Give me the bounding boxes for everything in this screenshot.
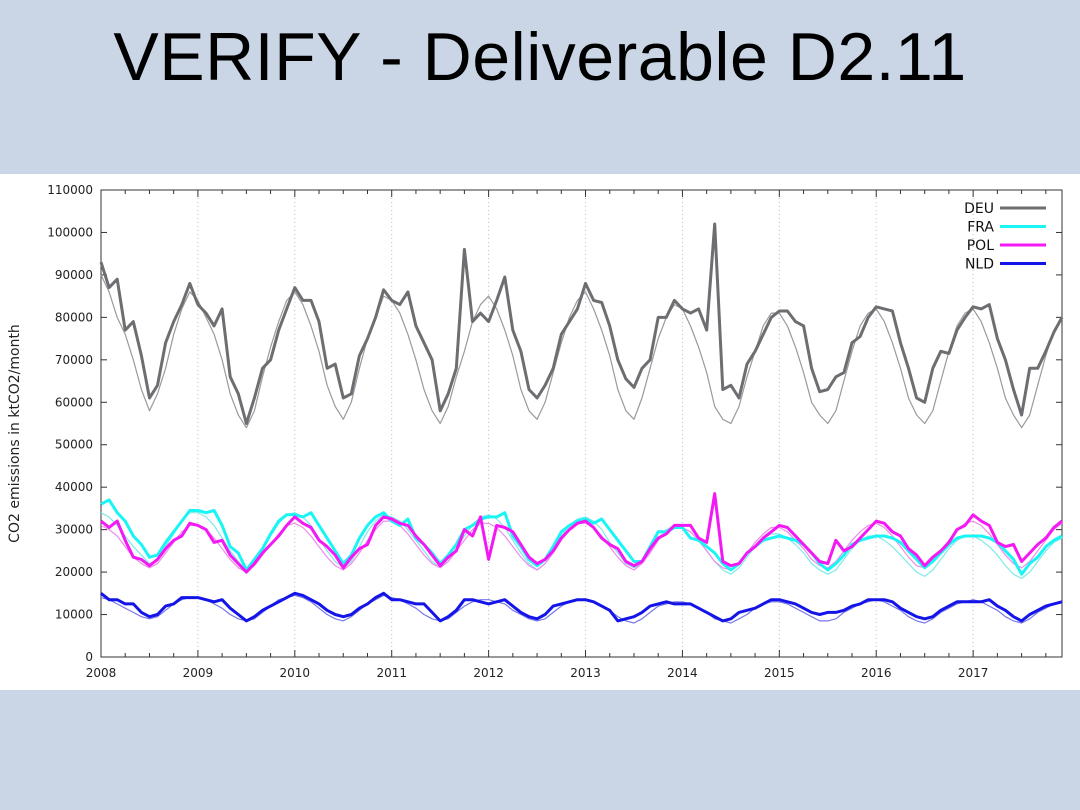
emissions-line-chart: 0 10000 20000 30000 40000 50000 60000 70000 8000…: [7, 183, 1064, 680]
x-tick-label: 2012: [473, 666, 504, 680]
x-tick-label: 2013: [570, 666, 601, 680]
legend-label-nld: NLD: [965, 257, 994, 273]
x-tick-label: 2008: [86, 666, 117, 680]
y-tick-label: 70000: [55, 353, 93, 367]
x-tick-label: 2010: [280, 666, 311, 680]
x-tick-label: 2016: [861, 666, 892, 680]
y-tick-label: 110000: [47, 183, 93, 197]
y-tick-label: 10000: [55, 608, 93, 622]
series-line-nld: [100, 591, 1063, 623]
legend-label-deu: DEU: [964, 201, 994, 217]
plot-frame: [100, 189, 1063, 658]
y-tick-label: 80000: [55, 310, 93, 324]
slide-title: VERIFY - Deliverable D2.11: [113, 19, 967, 95]
x-tick-label: 2015: [764, 666, 795, 680]
x-tick-label: 2009: [183, 666, 214, 680]
series-line-fra: [100, 498, 1063, 576]
chart-panel: 0 10000 20000 30000 40000 50000 60000 70000 8000…: [0, 174, 1080, 690]
y-tick-label: 50000: [55, 438, 93, 452]
y-tick-label: 90000: [55, 268, 93, 282]
legend-label-pol: POL: [967, 238, 994, 254]
y-tick-label: 0: [85, 650, 93, 664]
x-tick-label: 2011: [376, 666, 407, 680]
y-axis-title: CO2 emissions in ktCO2/month: [7, 324, 23, 543]
legend-label-fra: FRA: [967, 220, 994, 236]
y-tick-label: 30000: [55, 523, 93, 537]
y-tick-label: 60000: [55, 395, 93, 409]
series-line-pol: [100, 492, 1063, 574]
x-tick-label: 2017: [958, 666, 989, 680]
y-tick-label: 40000: [55, 480, 93, 494]
y-tick-label: 100000: [47, 225, 93, 239]
x-tick-label: 2014: [667, 666, 698, 680]
y-tick-label: 20000: [55, 565, 93, 579]
series-line-deu: [99, 222, 1064, 425]
